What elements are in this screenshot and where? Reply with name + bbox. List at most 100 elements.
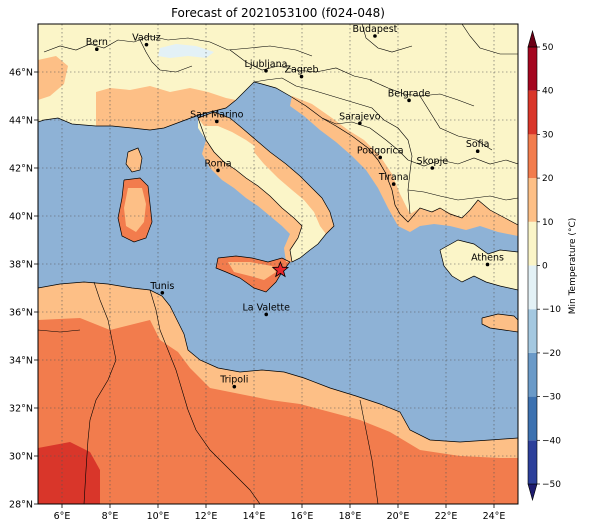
lat-tick-label: 40°N	[9, 212, 33, 223]
colorbar-segment	[528, 134, 537, 179]
map-area[interactable]	[38, 24, 518, 504]
lat-tick-label: 34°N	[9, 356, 33, 367]
city-san-marino[interactable]: San Marino	[190, 109, 244, 124]
city-budapest[interactable]: Budapest	[352, 24, 398, 38]
city-label: Ljubljana	[245, 59, 288, 70]
colorbar-segment	[528, 440, 537, 484]
city-sarajevo[interactable]: Sarajevo	[339, 111, 381, 126]
city-bern[interactable]: Bern	[86, 37, 108, 51]
city-dot	[264, 69, 268, 73]
colorbar-ticks: −50 −40 −30 −20 −10 0 10 20 30 40 50	[537, 43, 561, 490]
band-spain-edge	[38, 56, 68, 100]
city-skopje[interactable]: Skopje	[417, 156, 449, 170]
city-label: Vaduz	[132, 33, 161, 44]
city-dot	[216, 168, 220, 173]
lon-tick-label: 10°E	[147, 511, 170, 522]
city-label: Skopje	[417, 156, 449, 167]
lon-tick-label: 14°E	[243, 511, 266, 522]
city-label: Roma	[204, 158, 231, 169]
map-title: Forecast of 2021053100 (f024-048)	[171, 6, 385, 20]
lat-tick-label: 30°N	[9, 452, 33, 463]
colorbar-extend-high	[527, 29, 538, 48]
lon-tick-label: 18°E	[339, 511, 362, 522]
city-dot	[407, 98, 411, 103]
city-dot	[232, 384, 237, 389]
land-crete	[482, 314, 518, 332]
colorbar-tick-label: −10	[542, 305, 561, 315]
land-sardinia-inner	[124, 188, 146, 232]
longitude-tick-labels: 6°E 8°E 10°E 12°E 14°E 16°E 18°E 20°E 22°E 24°E	[54, 511, 506, 522]
city-label: San Marino	[190, 109, 243, 120]
city-label: Sofia	[466, 139, 490, 150]
lon-tick-label: 24°E	[483, 511, 506, 522]
colorbar-segment	[528, 90, 537, 135]
city-label: La Valette	[242, 302, 290, 313]
colorbar-tick-label: 20	[542, 174, 554, 184]
highlight-marker[interactable]	[271, 260, 290, 278]
lat-tick-label: 46°N	[9, 68, 33, 79]
colorbar-tick-label: 0	[542, 262, 548, 272]
city-dot	[373, 34, 377, 38]
city-podgorica[interactable]: Podgorica	[357, 145, 404, 160]
lon-tick-label: 16°E	[291, 511, 314, 522]
city-tripoli[interactable]: Tripoli	[219, 375, 248, 389]
band-italy-south	[202, 140, 302, 262]
city-label: Zagreb	[285, 65, 319, 76]
colorbar-segment	[528, 352, 537, 397]
land-corsica	[126, 148, 142, 172]
country-borders	[38, 24, 518, 504]
colorbar: −50 −40 −30 −20 −10 0 10 20 30 40 50 Min Temperatu…	[527, 29, 578, 502]
latitude-tick-labels: 28°N 30°N 32°N 34°N 36°N 38°N 40°N 42°N 44°N 46°N	[9, 68, 33, 511]
colorbar-extend-low	[527, 483, 538, 502]
city-label: Belgrade	[388, 88, 431, 99]
city-ljubljana[interactable]: Ljubljana	[245, 59, 288, 73]
band-balkans	[290, 96, 518, 236]
city-label: Tirana	[378, 172, 409, 183]
city-dot	[144, 42, 149, 47]
colorbar-tick-label: 40	[542, 87, 554, 97]
colorbar-tick-label: −50	[542, 480, 561, 490]
land-sicily-inner	[228, 262, 276, 280]
colorbar-tick-label: 10	[542, 218, 554, 228]
colorbar-tick-label: −30	[542, 393, 561, 403]
city-tirana[interactable]: Tirana	[378, 172, 409, 186]
lat-tick-label: 42°N	[9, 164, 33, 175]
city-dot	[378, 155, 383, 160]
city-label: Athens	[471, 252, 504, 263]
city-dot	[485, 262, 490, 267]
city-sofia[interactable]: Sofia	[466, 139, 490, 153]
lat-tick-label: 44°N	[9, 116, 33, 127]
city-la-valette[interactable]: La Valette	[242, 302, 290, 317]
colorbar-tick-label: −40	[542, 436, 561, 446]
lat-tick-label: 28°N	[9, 500, 33, 511]
city-vaduz[interactable]: Vaduz	[132, 33, 161, 47]
city-dot	[299, 74, 304, 79]
lon-tick-label: 22°E	[435, 511, 458, 522]
colorbar-segment	[528, 265, 537, 310]
city-dot	[160, 291, 165, 295]
land-greece-south	[440, 240, 518, 290]
lat-tick-label: 36°N	[9, 308, 33, 319]
colorbar-segment	[528, 178, 537, 222]
lat-tick-label: 32°N	[9, 404, 33, 415]
city-zagreb[interactable]: Zagreb	[285, 65, 319, 79]
city-athens[interactable]: Athens	[471, 252, 504, 267]
colorbar-segment	[528, 47, 537, 91]
city-dot	[264, 312, 269, 317]
colorbar-segment	[528, 396, 537, 441]
axis-ticks	[34, 71, 495, 508]
gridlines	[38, 24, 518, 504]
city-label: Budapest	[352, 24, 397, 35]
city-tunis[interactable]: Tunis	[149, 281, 174, 295]
city-dot	[215, 119, 219, 124]
band-italy-north	[96, 86, 236, 130]
colorbar-tick-label: −20	[542, 349, 561, 359]
city-belgrade[interactable]: Belgrade	[388, 88, 431, 103]
city-dot	[391, 182, 396, 186]
city-label: Sarajevo	[339, 111, 381, 122]
colorbar-label: Min Temperature (°C)	[568, 218, 578, 315]
lon-tick-label: 8°E	[102, 511, 119, 522]
city-label: Podgorica	[357, 145, 404, 156]
city-roma[interactable]: Roma	[204, 158, 232, 173]
